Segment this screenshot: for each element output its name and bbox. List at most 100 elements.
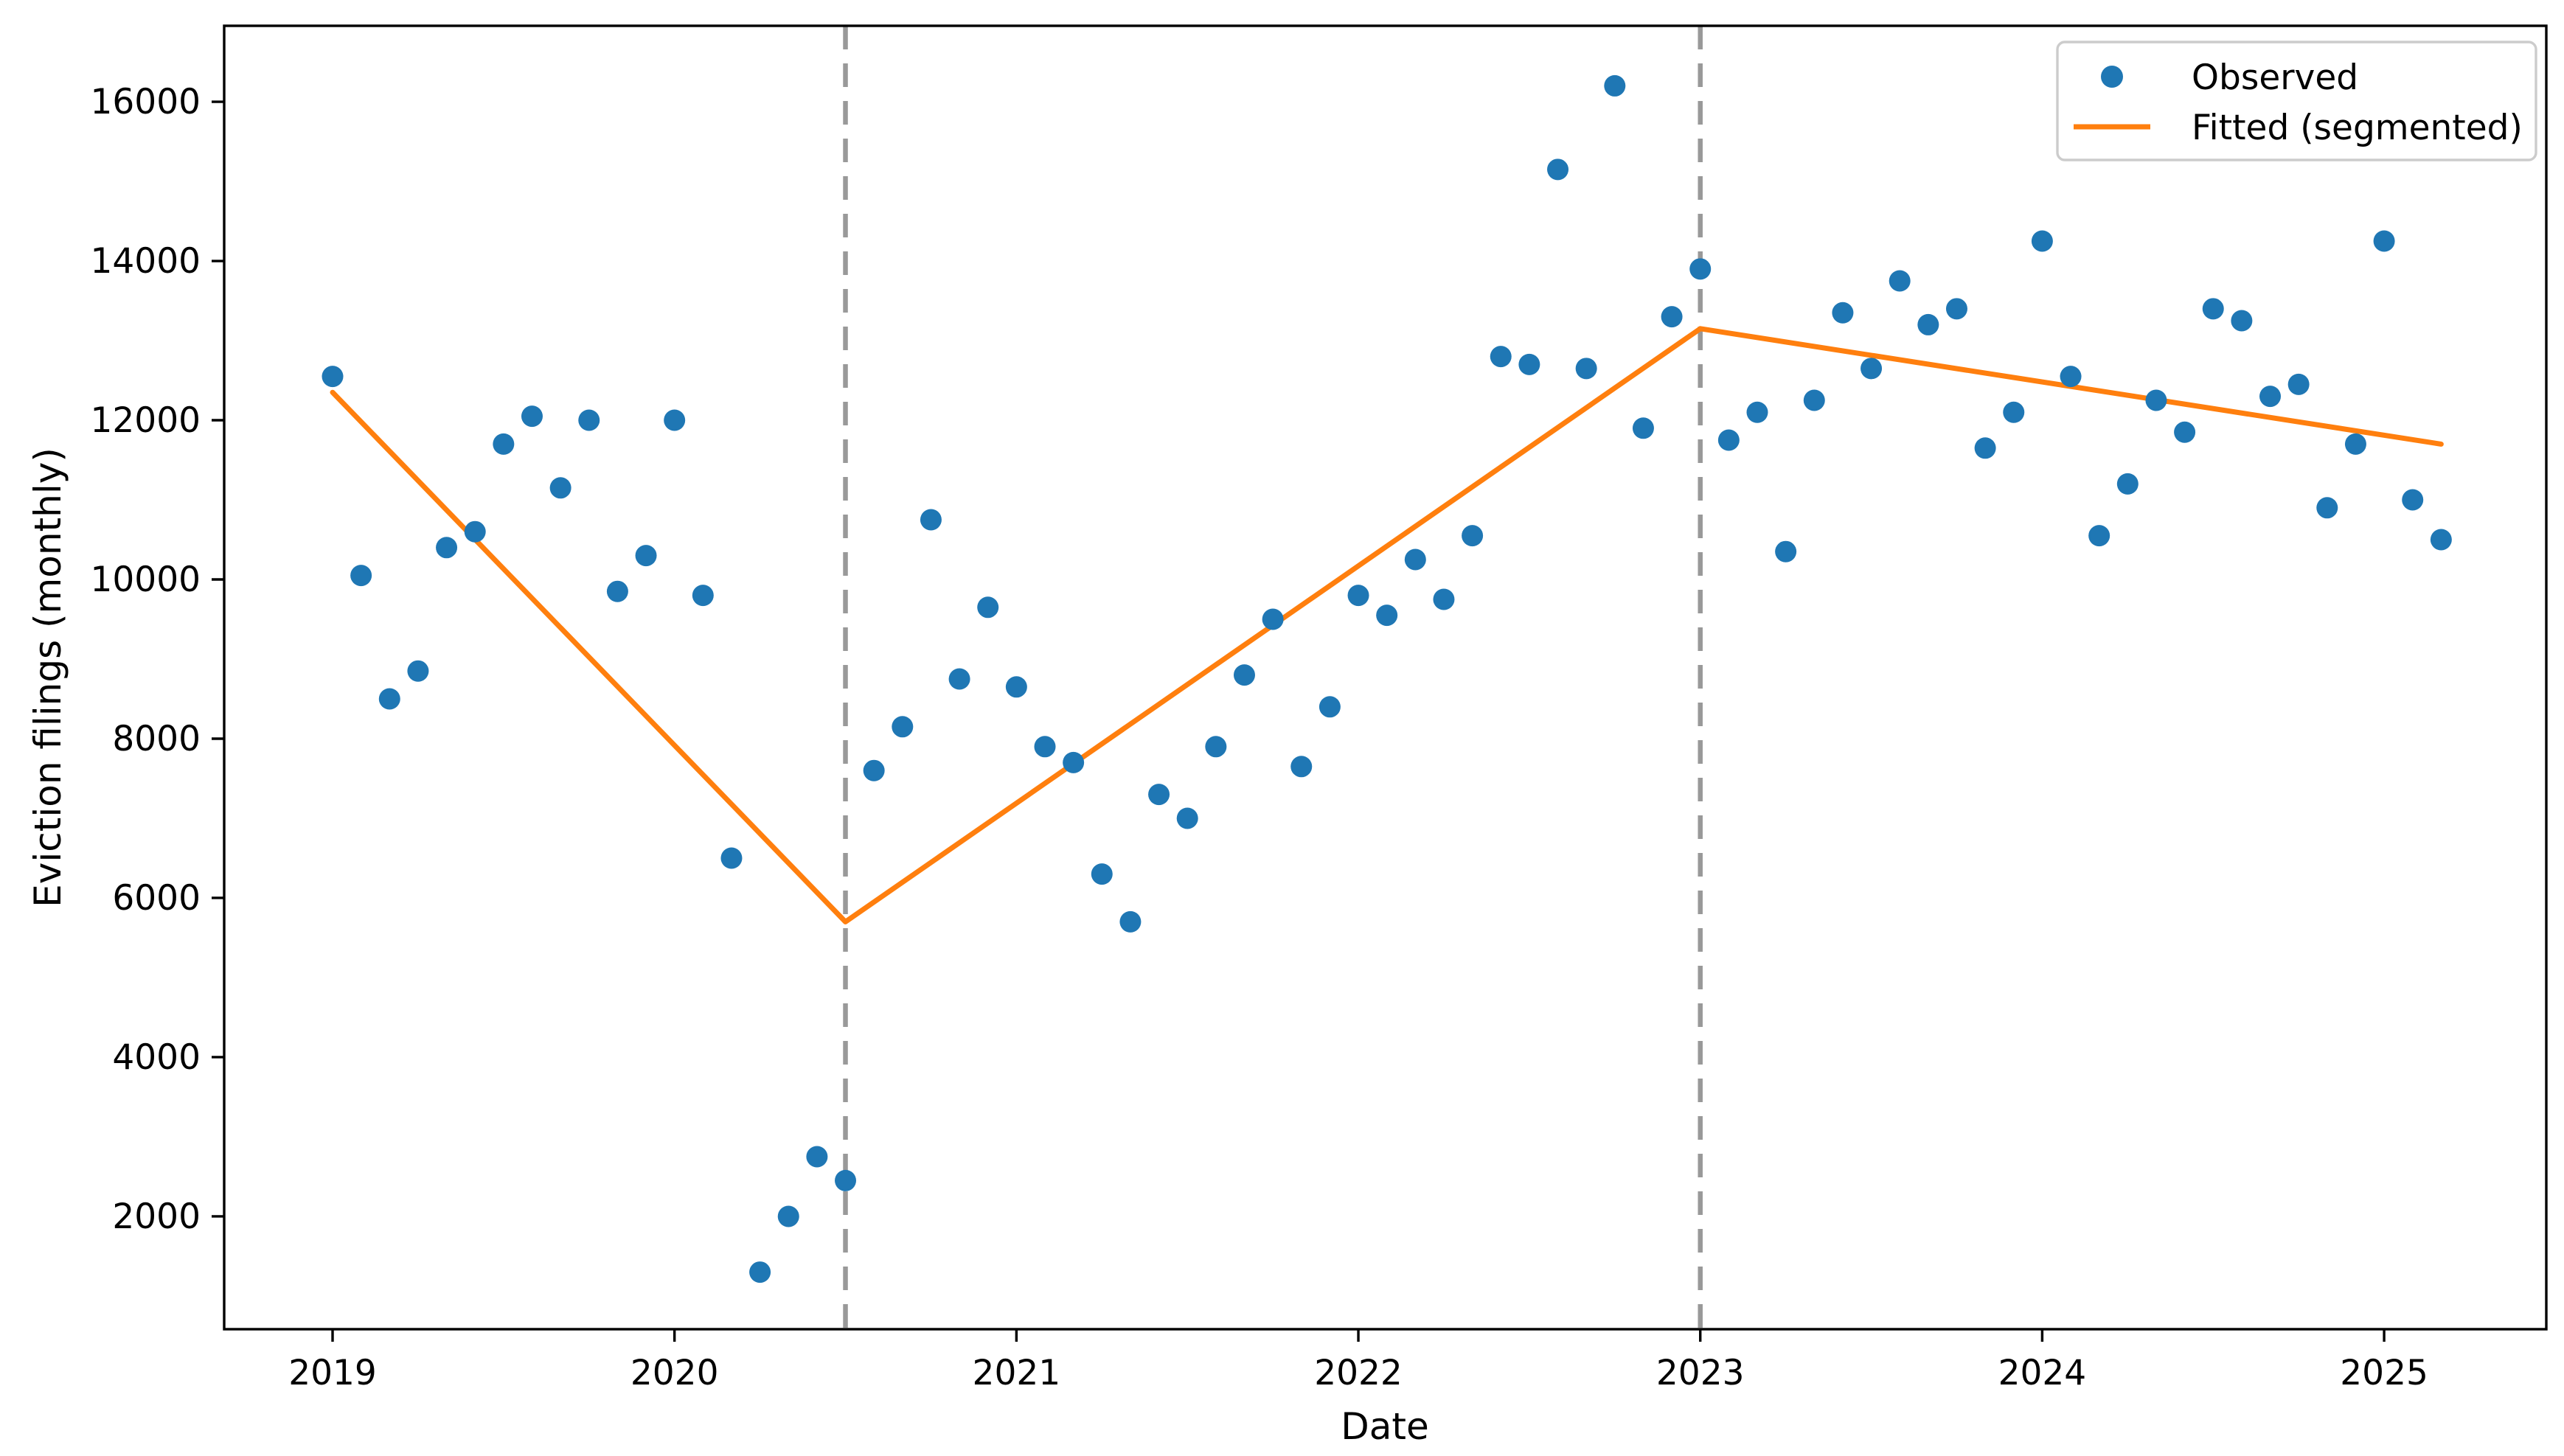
observed-point	[493, 433, 515, 455]
observed-point	[948, 668, 970, 690]
observed-point	[920, 509, 942, 531]
x-tick-label: 2019	[288, 1353, 377, 1393]
plot-area-box	[223, 24, 2548, 1331]
y-tick-label: 10000	[90, 560, 201, 600]
observed-point	[664, 409, 686, 431]
observed-point	[2031, 230, 2053, 252]
observed-point	[1889, 270, 1911, 292]
x-tick-label: 2021	[973, 1353, 1061, 1393]
legend-observed-label: Observed	[2192, 58, 2358, 98]
observed-point	[2402, 489, 2424, 511]
observed-point	[2116, 473, 2139, 495]
observed-point	[1148, 784, 1170, 806]
observed-point	[549, 477, 571, 499]
observed-point	[1604, 74, 1626, 97]
y-tick-label: 12000	[90, 400, 201, 441]
observed-point	[1404, 548, 1426, 571]
observed-point	[777, 1205, 799, 1227]
observed-point	[749, 1261, 771, 1283]
observed-point	[1945, 298, 1967, 320]
x-tick-label: 2023	[1656, 1353, 1745, 1393]
observed-point	[2088, 525, 2110, 547]
y-tick-label: 6000	[112, 878, 201, 919]
y-tick-label: 16000	[90, 82, 201, 122]
y-tick-label: 2000	[112, 1197, 201, 1237]
observed-point	[720, 847, 743, 869]
observed-point	[1347, 585, 1369, 607]
observed-point	[1233, 664, 1255, 686]
observed-point	[578, 409, 600, 431]
observed-point	[1176, 807, 1198, 829]
y-tick-label: 4000	[112, 1037, 201, 1078]
observed-point	[2003, 401, 2025, 423]
observed-point	[635, 545, 657, 567]
observed-point	[1632, 417, 1654, 439]
observed-point	[2259, 386, 2282, 408]
observed-point	[606, 580, 628, 602]
observed-point	[1290, 756, 1313, 778]
observed-point	[1433, 588, 1455, 610]
observed-point	[1205, 736, 1227, 758]
observed-point	[2430, 529, 2452, 551]
legend-box	[2056, 41, 2537, 161]
observed-point	[1547, 159, 1569, 181]
axis-tick-labels-layer: 2000 4000 6000 8000 10000 12000 14000 16000 2019…	[90, 82, 2428, 1393]
x-tick-label: 2020	[630, 1353, 719, 1393]
axis-ticks-layer	[212, 100, 2386, 1342]
observed-point	[1575, 358, 1597, 380]
observed-point	[1005, 676, 1027, 698]
observed-point	[1034, 736, 1056, 758]
observed-points-layer	[322, 74, 2452, 1283]
observed-point	[2344, 433, 2366, 455]
observed-point	[1319, 696, 1341, 718]
y-axis-label: Eviction filings (monthly)	[27, 447, 69, 908]
observed-point	[1803, 389, 1825, 411]
observed-point	[1746, 401, 1768, 423]
observed-point	[322, 366, 344, 388]
observed-point	[2287, 373, 2310, 395]
breakpoint-vlines	[843, 26, 1703, 1329]
x-tick-label: 2022	[1314, 1353, 1403, 1393]
observed-point	[378, 688, 400, 710]
observed-point	[2373, 230, 2395, 252]
x-axis-label: Date	[1341, 1405, 1429, 1448]
observed-point	[2145, 389, 2167, 411]
observed-point	[692, 585, 714, 607]
observed-point	[806, 1146, 828, 1168]
observed-point	[1518, 353, 1540, 375]
observed-point	[436, 537, 458, 559]
observed-point	[2316, 497, 2338, 519]
observed-point	[1775, 540, 1797, 562]
observed-point	[1661, 306, 1683, 328]
observed-point	[892, 716, 914, 738]
x-tick-label: 2024	[1998, 1353, 2087, 1393]
observed-point	[2231, 310, 2253, 332]
observed-point	[350, 565, 372, 587]
observed-point	[835, 1169, 857, 1191]
observed-point	[2060, 366, 2082, 388]
observed-point	[1689, 258, 1712, 280]
y-tick-label: 14000	[90, 241, 201, 282]
observed-point	[1376, 605, 1398, 627]
legend: Observed Fitted (segmented)	[2056, 41, 2537, 161]
observed-point	[1063, 751, 1085, 773]
legend-fitted-label: Fitted (segmented)	[2192, 108, 2523, 148]
observed-point	[1717, 429, 1740, 451]
observed-point	[977, 596, 999, 619]
y-tick-label: 8000	[112, 719, 201, 759]
observed-point	[1832, 302, 1854, 324]
observed-point	[1119, 910, 1142, 933]
observed-point	[407, 660, 429, 682]
observed-point	[521, 405, 543, 428]
observed-point	[464, 520, 486, 543]
x-tick-label: 2025	[2340, 1353, 2428, 1393]
observed-point	[1462, 525, 1484, 547]
observed-point	[1861, 358, 1883, 380]
observed-point	[2174, 421, 2196, 443]
observed-point	[1917, 313, 1939, 335]
observed-point	[1490, 346, 1512, 368]
observed-point	[863, 759, 885, 781]
observed-point	[2202, 298, 2224, 320]
